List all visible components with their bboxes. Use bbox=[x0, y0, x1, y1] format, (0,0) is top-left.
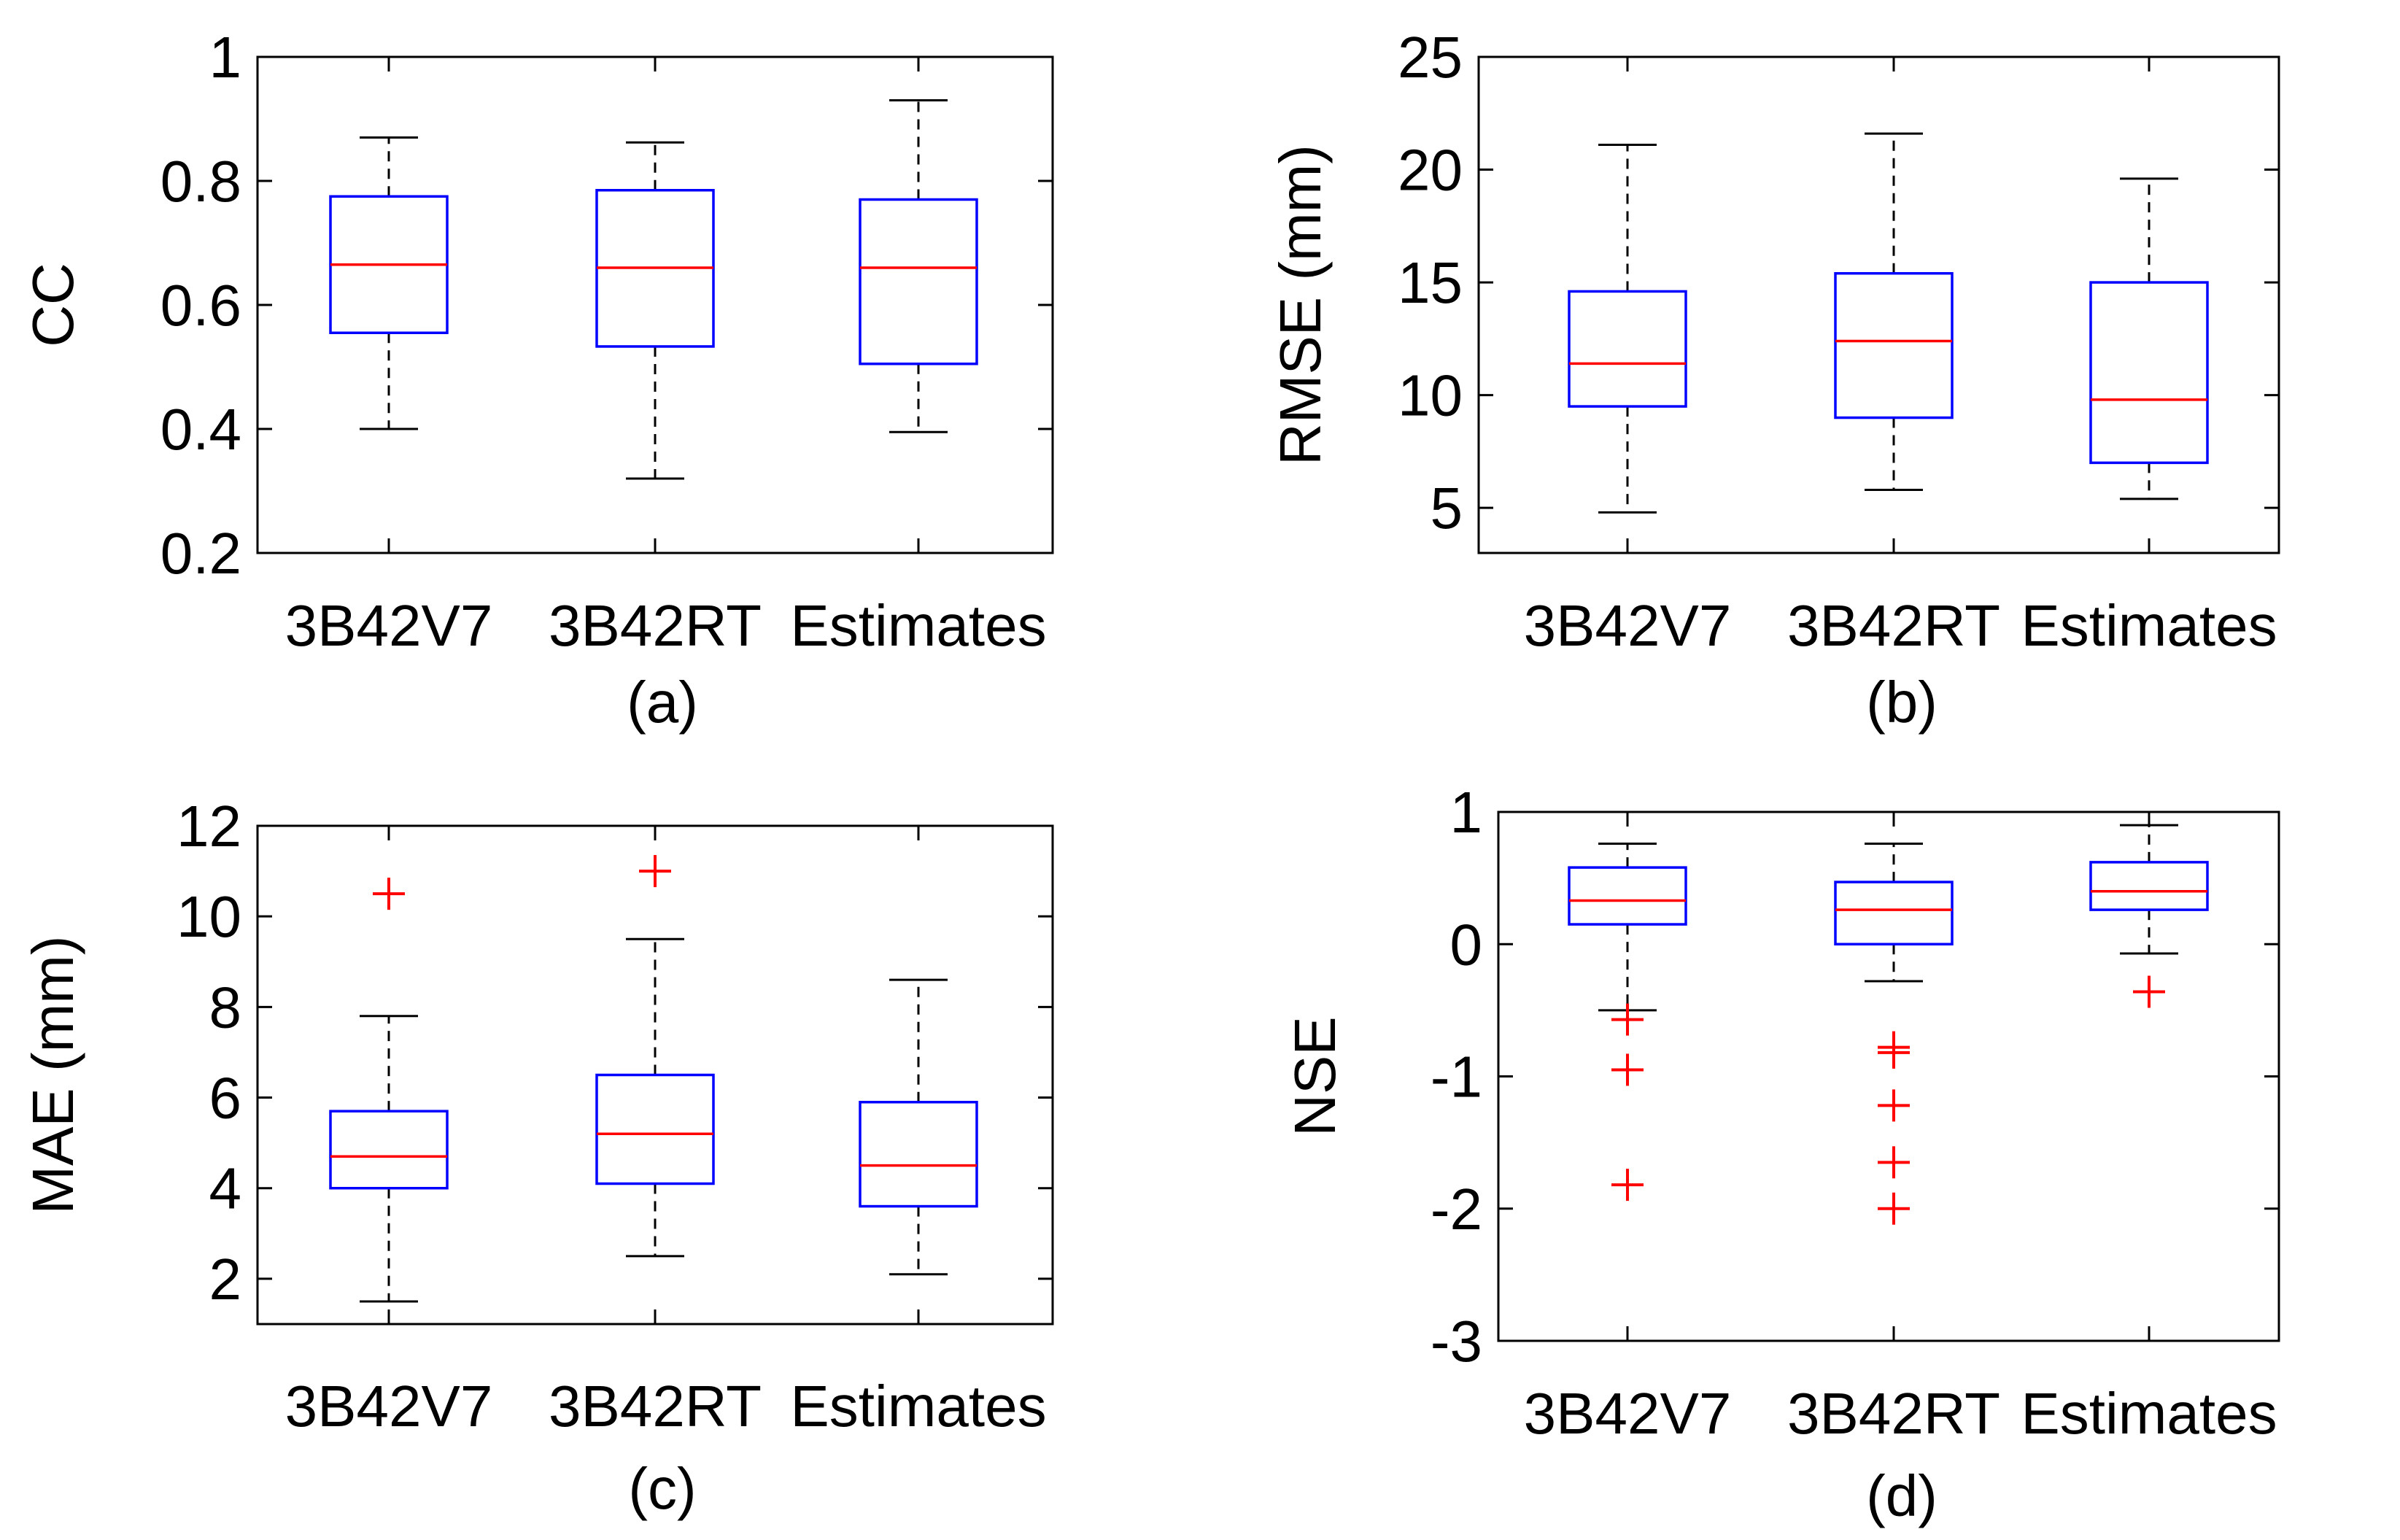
y-axis-label: CC bbox=[20, 263, 85, 347]
y-tick-label: 0.8 bbox=[160, 149, 241, 214]
y-tick-label: -3 bbox=[1431, 1309, 1482, 1374]
box-3B42RT bbox=[595, 141, 715, 480]
y-tick-label: 25 bbox=[1398, 25, 1463, 90]
iqr-box bbox=[595, 1073, 715, 1185]
x-tick-label: Estimates bbox=[2021, 593, 2277, 658]
x-tick-label: 3B42V7 bbox=[285, 1374, 493, 1439]
y-tick-label: 0.4 bbox=[160, 397, 241, 462]
y-tick-label: 20 bbox=[1398, 138, 1463, 203]
outlier-marker bbox=[1878, 1089, 1910, 1122]
x-tick-label: 3B42RT bbox=[1787, 1381, 2000, 1446]
y-axis-label: RMSE (mm) bbox=[1268, 144, 1333, 465]
y-tick-label: 10 bbox=[1398, 363, 1463, 428]
y-tick-label: 8 bbox=[209, 975, 242, 1040]
x-tick-label: Estimates bbox=[790, 593, 1046, 658]
y-tick-label: 1 bbox=[209, 25, 242, 90]
y-axis-label: NSE bbox=[1282, 1016, 1347, 1137]
box-3B42RT bbox=[595, 855, 715, 1258]
box-3B42RT bbox=[1834, 132, 1954, 491]
iqr-box bbox=[859, 198, 978, 365]
x-tick-label: Estimates bbox=[2021, 1381, 2277, 1446]
panel-4: -3 -2 -1 0 1 3B42V7 3B42RT Estimates NSE (d) bbox=[1282, 780, 2280, 1528]
iqr-box bbox=[1834, 271, 1954, 419]
outlier-marker bbox=[639, 855, 671, 888]
iqr-box bbox=[2089, 281, 2209, 465]
y-axis-label: MAE (mm) bbox=[20, 935, 85, 1214]
box-3B42V7 bbox=[1568, 843, 1687, 1202]
x-tick-label: 3B42RT bbox=[1787, 593, 2000, 658]
box-3B42V7 bbox=[1568, 144, 1687, 514]
plot-frame bbox=[1477, 55, 2280, 554]
iqr-box bbox=[1834, 881, 1954, 945]
panel-2: 5 10 15 20 25 3B42V7 3B42RT Estimates RMSE (mm) (… bbox=[1268, 25, 2280, 735]
box-3B42V7 bbox=[329, 136, 449, 430]
x-tick-label: 3B42RT bbox=[549, 593, 762, 658]
y-tick-label: 0.6 bbox=[160, 273, 241, 338]
y-tick-label: 5 bbox=[1431, 476, 1463, 541]
y-tick-label: 10 bbox=[177, 884, 241, 949]
box-3B42RT bbox=[1834, 843, 1954, 1225]
panel-caption: (c) bbox=[628, 1456, 696, 1521]
x-tick-label: 3B42V7 bbox=[1524, 593, 1732, 658]
box-Estimates bbox=[859, 99, 978, 433]
y-tick-label: 4 bbox=[209, 1156, 242, 1221]
panel-caption: (a) bbox=[627, 670, 698, 735]
iqr-box bbox=[329, 1110, 449, 1190]
outlier-marker bbox=[1878, 1036, 1910, 1069]
y-tick-label: 1 bbox=[1450, 780, 1483, 845]
box-Estimates bbox=[2089, 824, 2209, 1008]
box-Estimates bbox=[2089, 177, 2209, 500]
iqr-box bbox=[1568, 290, 1687, 408]
outlier-marker bbox=[1878, 1146, 1910, 1179]
y-tick-label: 0.2 bbox=[160, 521, 241, 586]
panel-3: 2 4 6 8 10 12 3B42V7 3B42RT Estimates MAE (mm) (c) bbox=[20, 794, 1054, 1521]
x-tick-label: 3B42V7 bbox=[1524, 1381, 1732, 1446]
x-tick-label: 3B42RT bbox=[549, 1374, 762, 1439]
y-tick-label: 0 bbox=[1450, 912, 1483, 977]
outlier-marker bbox=[1611, 1053, 1644, 1086]
outlier-marker bbox=[373, 878, 405, 910]
box-3B42V7 bbox=[329, 878, 449, 1303]
outlier-marker bbox=[2133, 975, 2165, 1008]
panel-1: 0.2 0.4 0.6 0.8 1 3B42V7 3B42RT Estimates CC (a) bbox=[20, 25, 1054, 735]
iqr-box bbox=[2089, 861, 2209, 911]
outlier-marker bbox=[1878, 1192, 1910, 1225]
outlier-marker bbox=[1611, 1169, 1644, 1202]
x-tick-label: 3B42V7 bbox=[285, 593, 493, 658]
y-tick-label: -2 bbox=[1431, 1177, 1482, 1242]
box-Estimates bbox=[859, 978, 978, 1276]
y-tick-label: 15 bbox=[1398, 250, 1463, 315]
y-tick-label: 6 bbox=[209, 1066, 242, 1131]
panel-caption: (b) bbox=[1866, 670, 1938, 735]
y-tick-label: 12 bbox=[177, 794, 241, 859]
panel-caption: (d) bbox=[1866, 1463, 1938, 1528]
iqr-box bbox=[1568, 866, 1687, 926]
iqr-box bbox=[859, 1101, 978, 1208]
outlier-marker bbox=[1611, 1003, 1644, 1036]
y-tick-label: 2 bbox=[209, 1247, 242, 1312]
x-tick-label: Estimates bbox=[790, 1374, 1046, 1439]
y-tick-label: -1 bbox=[1431, 1045, 1482, 1110]
